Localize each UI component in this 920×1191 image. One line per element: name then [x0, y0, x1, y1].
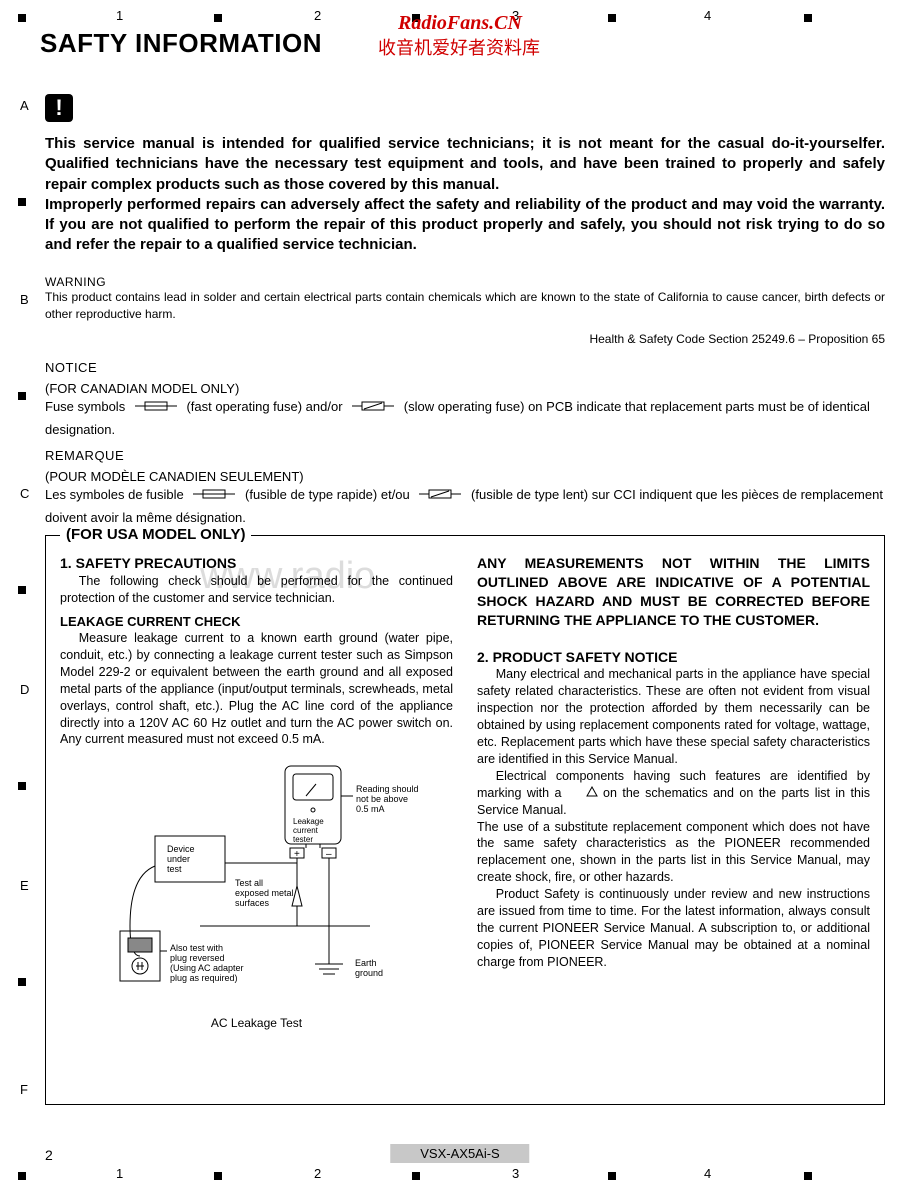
notice-subheading: (FOR CANADIAN MODEL ONLY) — [45, 381, 885, 396]
usa-right-column: ANY MEASUREMENTS NOT WITHIN THE LIMITS O… — [477, 554, 870, 1092]
page-title: SAFTY INFORMATION — [40, 28, 322, 59]
diagram-device-label: Deviceundertest — [167, 844, 195, 874]
watermark-site-cn: 收音机爱好者资料库 — [378, 34, 540, 60]
usa-left-column: 1. SAFETY PRECAUTIONS The following chec… — [60, 554, 453, 1092]
remarque-body: Les symboles de fusible (fusible de type… — [45, 484, 885, 529]
remarque-heading: REMARQUE — [45, 448, 885, 463]
grid-row-c: C — [20, 486, 29, 501]
leakage-check-heading: LEAKAGE CURRENT CHECK — [60, 613, 453, 631]
intro-p2: Improperly performed repairs can adverse… — [45, 195, 885, 256]
grid-row-b: B — [20, 292, 29, 307]
diagram-plug-label: Also test withplug reversed(Using AC ada… — [170, 943, 244, 983]
product-safety-heading: 2. PRODUCT SAFETY NOTICE — [477, 648, 870, 667]
grid-mark — [18, 1172, 26, 1180]
warning-body: This product contains lead in solder and… — [45, 289, 885, 324]
grid-mark — [608, 14, 616, 22]
grid-row-e: E — [20, 878, 29, 893]
grid-col-2: 2 — [314, 8, 321, 23]
watermark-site: RadioFans.CN — [398, 12, 522, 35]
grid-col-1b: 1 — [116, 1166, 123, 1181]
warning-heading: WARNING — [45, 275, 885, 289]
grid-mark — [18, 782, 26, 790]
diagram-tester-label: Leakagecurrenttester — [293, 817, 324, 844]
notice-slow: (slow operating fuse) on PCB indicate th… — [404, 399, 722, 414]
grid-mark — [214, 1172, 222, 1180]
grid-mark — [412, 1172, 420, 1180]
health-safety-note: Health & Safety Code Section 25249.6 – P… — [45, 332, 885, 346]
safety-precautions-p1: The following check should be performed … — [60, 573, 453, 607]
remarque-subheading: (POUR MODÈLE CANADIEN SEULEMENT) — [45, 469, 885, 484]
grid-col-4b: 4 — [704, 1166, 711, 1181]
grid-col-1: 1 — [116, 8, 123, 23]
diagram-caption: AC Leakage Test — [60, 1015, 453, 1031]
fuse-slow-icon — [419, 485, 461, 507]
triangle-mark-icon — [567, 785, 598, 802]
grid-col-2b: 2 — [314, 1166, 321, 1181]
intro-p1: This service manual is intended for qual… — [45, 134, 885, 195]
grid-row-a: A — [20, 98, 29, 113]
product-safety-p2: Electrical components having such featur… — [477, 768, 870, 819]
fuse-fast-icon — [135, 397, 177, 419]
remarque-fast: (fusible de type rapide) et/ou — [245, 487, 410, 502]
alert-icon: ! — [45, 94, 73, 122]
product-safety-p1: Many electrical and mechanical parts in … — [477, 666, 870, 767]
fuse-slow-icon — [352, 397, 394, 419]
diagram-reading-label: Reading shouldnot be above0.5 mA — [356, 784, 419, 814]
diagram-exposed-label: Test allexposed metalsurfaces — [235, 878, 294, 908]
footer-model: VSX-AX5Ai-S — [390, 1144, 529, 1163]
product-safety-p3: The use of a substitute replacement comp… — [477, 819, 870, 887]
grid-mark — [18, 392, 26, 400]
fuse-fast-icon — [193, 485, 235, 507]
product-safety-p4: Product Safety is continuously under rev… — [477, 886, 870, 970]
diagram-earth-label: Earthground — [355, 958, 383, 978]
leakage-check-body: Measure leakage current to a known earth… — [60, 630, 453, 748]
grid-mark — [804, 1172, 812, 1180]
grid-mark — [18, 198, 26, 206]
remarque-pre: Les symboles de fusible — [45, 487, 184, 502]
grid-mark — [804, 14, 812, 22]
grid-col-4: 4 — [704, 8, 711, 23]
grid-mark — [18, 978, 26, 986]
grid-mark — [608, 1172, 616, 1180]
notice-fast: (fast operating fuse) and/or — [186, 399, 342, 414]
leakage-test-diagram: Leakagecurrenttester Reading shouldnot b… — [60, 756, 450, 1006]
page-number: 2 — [45, 1147, 53, 1163]
grid-col-3b: 3 — [512, 1166, 519, 1181]
notice-body: Fuse symbols (fast operating fuse) and/o… — [45, 396, 885, 441]
measurement-warning: ANY MEASUREMENTS NOT WITHIN THE LIMITS O… — [477, 554, 870, 630]
safety-precautions-heading: 1. SAFETY PRECAUTIONS — [60, 554, 453, 573]
grid-mark — [18, 14, 26, 22]
grid-row-d: D — [20, 682, 29, 697]
usa-model-box: (FOR USA MODEL ONLY) 1. SAFETY PRECAUTIO… — [45, 535, 885, 1105]
notice-heading: NOTICE — [45, 360, 885, 375]
notice-pre: Fuse symbols — [45, 399, 125, 414]
grid-mark — [18, 586, 26, 594]
grid-mark — [214, 14, 222, 22]
grid-row-f: F — [20, 1082, 28, 1097]
remarque-slow: (fusible de type lent) sur CCI indiquent… — [471, 487, 717, 502]
